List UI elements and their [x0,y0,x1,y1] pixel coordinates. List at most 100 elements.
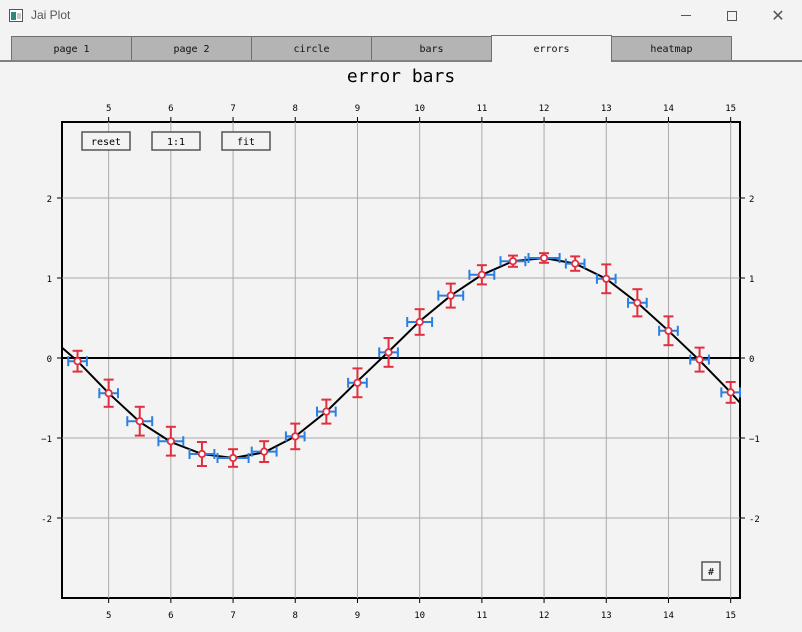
error-bar-point [284,422,306,451]
error-bar-point [595,263,617,295]
data-point [228,453,238,463]
data-point [73,357,82,366]
error-bar-point [627,288,648,318]
x-tick-label-bottom: 5 [106,611,111,621]
data-point [664,326,673,335]
data-point [415,317,424,327]
x-tick-label-top: 11 [476,104,487,114]
reset-button-label: reset [91,137,121,148]
data-curve [61,256,741,460]
error-bar-point [126,405,154,437]
error-bar-point [468,264,496,286]
y-tick-label-left: -2 [41,515,52,525]
error-bar-point [499,254,527,268]
error-bar-point [188,441,216,467]
error-bar-point [689,346,710,373]
x-tick-label-top: 15 [725,104,736,114]
error-bar-point [316,398,337,425]
x-tick-label-bottom: 7 [230,611,235,621]
x-tick-label-top: 14 [663,104,674,114]
data-layer [61,252,741,468]
fit-button-label: fit [237,137,255,148]
y-tick-label-right: 0 [749,355,754,365]
error-bar-point [378,337,399,368]
one-to-one-button[interactable]: 1:1 [151,131,201,151]
data-point [508,257,518,266]
x-tick-label-bottom: 10 [414,611,425,621]
y-tick-label-right: 1 [749,275,754,285]
close-icon: ✕ [771,6,785,25]
data-point [477,270,486,279]
tab-heatmap[interactable]: heatmap [611,36,732,61]
x-tick-label-bottom: 9 [355,611,360,621]
error-bar-point [720,381,741,404]
x-tick-label-bottom: 12 [539,611,550,621]
maximize-icon [727,10,737,21]
maximize-button[interactable] [709,0,755,31]
error-bar-point [437,282,465,309]
data-point [260,447,269,456]
minimize-icon [681,15,691,16]
tab-underline [0,60,802,62]
error-bar-point [157,425,185,457]
data-point [384,348,393,357]
x-tick-label-bottom: 11 [476,611,487,621]
error-bar-point [98,378,119,408]
x-tick-label-top: 12 [539,104,550,114]
y-tick-label-left: 1 [47,275,52,285]
data-point [353,378,362,387]
data-point [602,274,611,283]
error-bar-point [347,367,368,399]
one-to-one-button-label: 1:1 [167,137,185,148]
tab-page-2[interactable]: page 2 [131,36,252,61]
tab-page-1[interactable]: page 1 [11,36,132,61]
error-bar-point [67,349,88,373]
data-point [633,298,642,307]
error-bar-point [564,255,586,272]
data-point [726,388,735,397]
plot-area[interactable] [61,121,741,599]
data-point [571,259,580,268]
data-point [322,407,331,416]
close-button[interactable]: ✕ [755,0,801,31]
error-bar-point [250,440,278,463]
data-point [104,389,113,398]
y-tick-label-left: −1 [41,435,52,445]
data-point [291,432,300,441]
grid-toggle-button[interactable]: # [701,561,721,581]
tab-bars[interactable]: bars [371,36,492,61]
y-tick-label-right: -2 [749,515,760,525]
fit-button[interactable]: fit [221,131,271,151]
data-point [197,449,207,459]
data-point [166,437,175,446]
tab-errors[interactable]: errors [491,35,612,62]
x-tick-label-top: 5 [106,104,111,114]
reset-button[interactable]: reset [81,131,131,151]
x-tick-label-bottom: 15 [725,611,736,621]
minimize-button[interactable] [663,0,709,31]
x-tick-label-bottom: 6 [168,611,173,621]
x-tick-label-bottom: 14 [663,611,674,621]
data-point [539,253,549,263]
window-titlebar: Jai Plot ✕ [0,0,802,32]
y-tick-label-left: 0 [47,355,52,365]
x-tick-label-top: 13 [601,104,612,114]
data-point [695,355,704,364]
error-bar-point [216,448,250,468]
grid-lines [62,122,740,598]
error-bar-point [527,252,561,264]
app-icon [9,9,23,22]
x-tick-label-bottom: 8 [293,611,298,621]
x-tick-label-top: 8 [293,104,298,114]
chart-title: error bars [347,66,455,87]
x-tick-label-top: 9 [355,104,360,114]
x-tick-label-bottom: 13 [601,611,612,621]
window-title: Jai Plot [31,8,71,22]
error-bar-point [658,315,679,347]
error-bars-chart[interactable]: error bars 55667788991010111112121313141… [0,62,802,632]
grid-toggle-label: # [708,567,714,578]
y-tick-label-right: −1 [749,435,760,445]
tab-circle[interactable]: circle [251,36,372,61]
x-tick-label-top: 10 [414,104,425,114]
